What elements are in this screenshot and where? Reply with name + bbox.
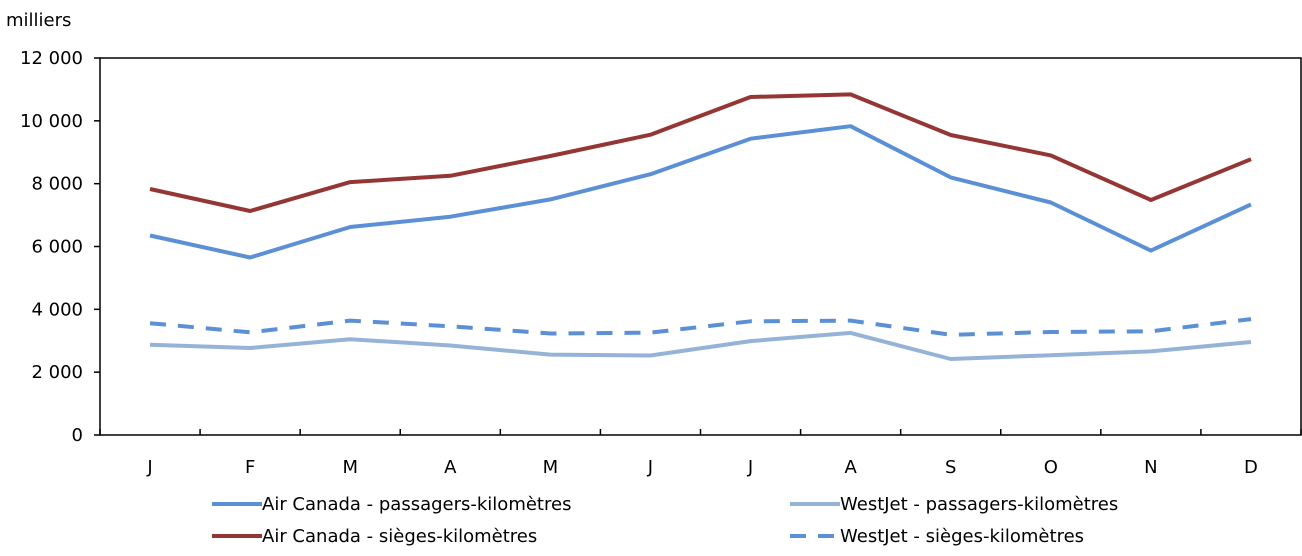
series-line [149,124,1252,260]
y-tick-label: 0 [72,425,83,446]
legend-label: Air Canada - passagers-kilomètres [262,494,571,515]
y-axis: 0 2 000 4 000 6 000 8 000 10 000 12 000 [20,48,100,446]
unit-label: milliers [6,10,71,31]
x-tick-label: O [1044,457,1058,478]
plot-frame [99,57,1302,436]
y-tick-label: 4 000 [31,299,83,320]
x-tick-label: J [647,457,653,478]
y-tick-label: 8 000 [31,174,83,195]
x-tick-label: J [747,457,753,478]
x-tick-label: D [1244,457,1258,478]
y-tick-label: 12 000 [20,48,83,69]
series-line [149,92,1252,213]
y-tick-label: 10 000 [20,111,83,132]
x-tick-label: M [543,457,559,478]
series-line [149,330,1252,361]
series-line [149,317,1252,337]
legend-label: Air Canada - sièges-kilomètres [262,526,537,547]
x-tick-label: M [342,457,358,478]
series-lines [149,92,1252,361]
x-tick-label: F [245,457,255,478]
legend: Air Canada - passagers-kilomètres WestJet… [212,494,1118,547]
x-tick-label: S [945,457,956,478]
legend-label: WestJet - sièges-kilomètres [840,526,1084,547]
x-tick-label: J [146,457,152,478]
x-tick-label: A [844,457,857,478]
legend-label: WestJet - passagers-kilomètres [840,494,1118,515]
x-tick-label: A [444,457,457,478]
x-tick-label: N [1144,457,1157,478]
y-tick-label: 2 000 [31,362,83,383]
y-tick-label: 6 000 [31,237,83,258]
